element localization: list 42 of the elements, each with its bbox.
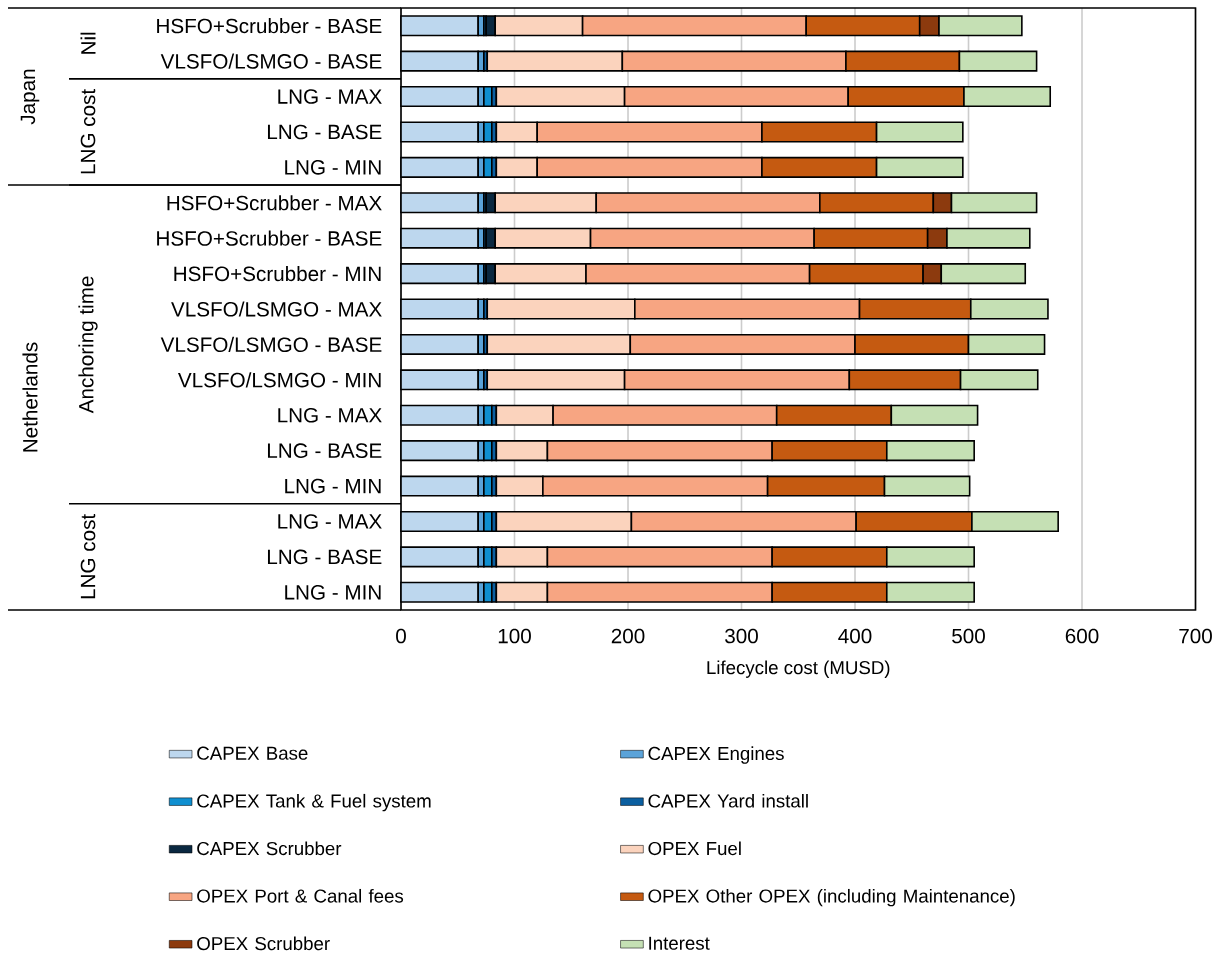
x-tick-label: 700 bbox=[1179, 628, 1212, 644]
legend-label: CAPEX Tank & Fuel system bbox=[197, 793, 431, 812]
y-tick-label: LNG - MAX bbox=[278, 89, 382, 104]
y-tick-label: VLSFO/LSMGO - MIN bbox=[177, 372, 381, 388]
y-tick-label: HSFO+Scrubber - BASE bbox=[157, 18, 382, 34]
legend-label: CAPEX Yard install bbox=[648, 793, 808, 808]
legend-label: CAPEX Scrubber bbox=[197, 841, 342, 856]
y-tick-label: VLSFO/LSMGO - BASE bbox=[160, 53, 382, 69]
text: Netherlands bbox=[22, 342, 38, 452]
x-tick-label: 200 bbox=[611, 628, 645, 644]
x-tick-label: 600 bbox=[1065, 628, 1099, 644]
y-tick-label: LNG - MAX bbox=[278, 407, 382, 423]
y-tick-label: LNG - MAX bbox=[278, 514, 382, 529]
y-tick-label: LNG - MIN bbox=[285, 584, 381, 600]
text: Japan bbox=[20, 69, 40, 125]
y-tick-label: HSFO+Scrubber - BASE bbox=[157, 230, 382, 246]
x-tick-label: 400 bbox=[838, 628, 872, 644]
legend-label: OPEX Port & Canal fees bbox=[197, 888, 404, 903]
x-tick-label: 100 bbox=[498, 628, 531, 644]
x-tick-label: 500 bbox=[952, 628, 985, 644]
legend-label: OPEX Fuel bbox=[648, 841, 741, 856]
text: Nil bbox=[80, 32, 96, 54]
text: LNG cost bbox=[80, 89, 96, 174]
y-tick-label: VLSFO/LSMGO - BASE bbox=[160, 336, 382, 353]
x-tick-label: 0 bbox=[396, 628, 406, 644]
legend-label: Interest bbox=[649, 936, 710, 950]
y-tick-label: LNG - MIN bbox=[285, 478, 381, 494]
y-tick-label: HSFO+Scrubber - MIN bbox=[174, 266, 381, 282]
y-tick-label: LNG - BASE bbox=[267, 443, 382, 458]
legend-label: CAPEX Engines bbox=[648, 746, 784, 764]
legend-label: OPEX Other OPEX (including Maintenance) bbox=[648, 888, 1015, 907]
x-axis-title: Lifecycle cost (MUSD) bbox=[707, 660, 890, 678]
y-tick-label: HSFO+Scrubber - MAX bbox=[167, 195, 382, 211]
text: LNG cost bbox=[80, 514, 96, 599]
text: Anchoring time bbox=[78, 276, 98, 414]
y-tick-label: LNG - BASE bbox=[267, 549, 382, 565]
y-tick-label: VLSFO/LSMGO - MAX bbox=[171, 301, 382, 317]
legend-label: CAPEX Base bbox=[197, 746, 308, 760]
x-tick-label: 300 bbox=[725, 628, 758, 644]
legend-label: OPEX Scrubber bbox=[197, 936, 330, 951]
y-tick-label: LNG - MIN bbox=[285, 160, 381, 175]
y-tick-label: LNG - BASE bbox=[267, 124, 382, 140]
